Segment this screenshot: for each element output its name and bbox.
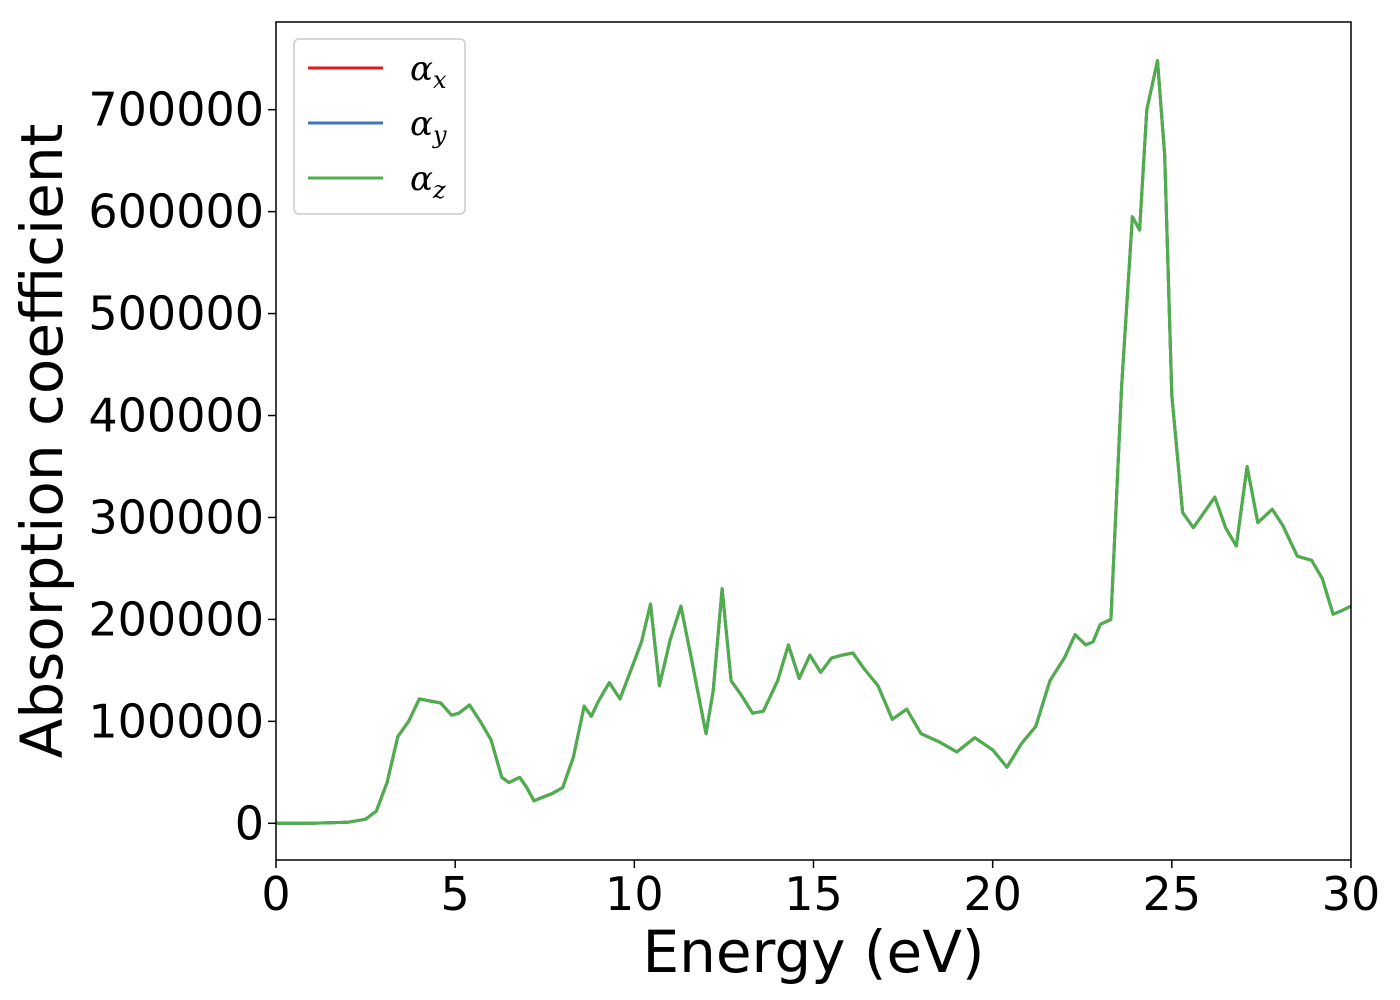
y-tick-label: 0 [235,796,264,850]
y-tick-label: 300000 [88,490,264,544]
y-tick-label: 700000 [88,83,264,137]
legend-label-x: αx [410,49,447,94]
y-tick-label: 600000 [88,185,264,239]
legend-box [293,38,466,215]
series-line-z [276,59,1352,825]
y-axis-label: Absorption coefficient [8,124,76,759]
y-tick-label: 100000 [88,694,264,748]
x-tick-label: 25 [1143,867,1202,921]
x-axis-ticks: 0 5 10 15 20 25 30 [261,860,1380,921]
x-tick-label: 20 [963,867,1022,921]
x-tick-label: 0 [261,867,290,921]
x-tick-label: 5 [441,867,470,921]
x-tick-label: 15 [784,867,843,921]
x-tick-label: 10 [605,867,664,921]
x-axis-label: Energy (eV) [642,918,984,986]
series-layer [276,59,1352,825]
x-tick-label: 30 [1322,867,1381,921]
legend-label-z: αz [410,159,446,204]
legend: αx αy αz [293,38,466,215]
y-tick-label: 400000 [88,389,264,443]
legend-label-y: αy [410,104,447,149]
y-tick-label: 200000 [88,592,264,646]
y-tick-label: 500000 [88,287,264,341]
y-axis-ticks: 0 100000 200000 300000 400000 500000 600000 700… [88,83,276,850]
